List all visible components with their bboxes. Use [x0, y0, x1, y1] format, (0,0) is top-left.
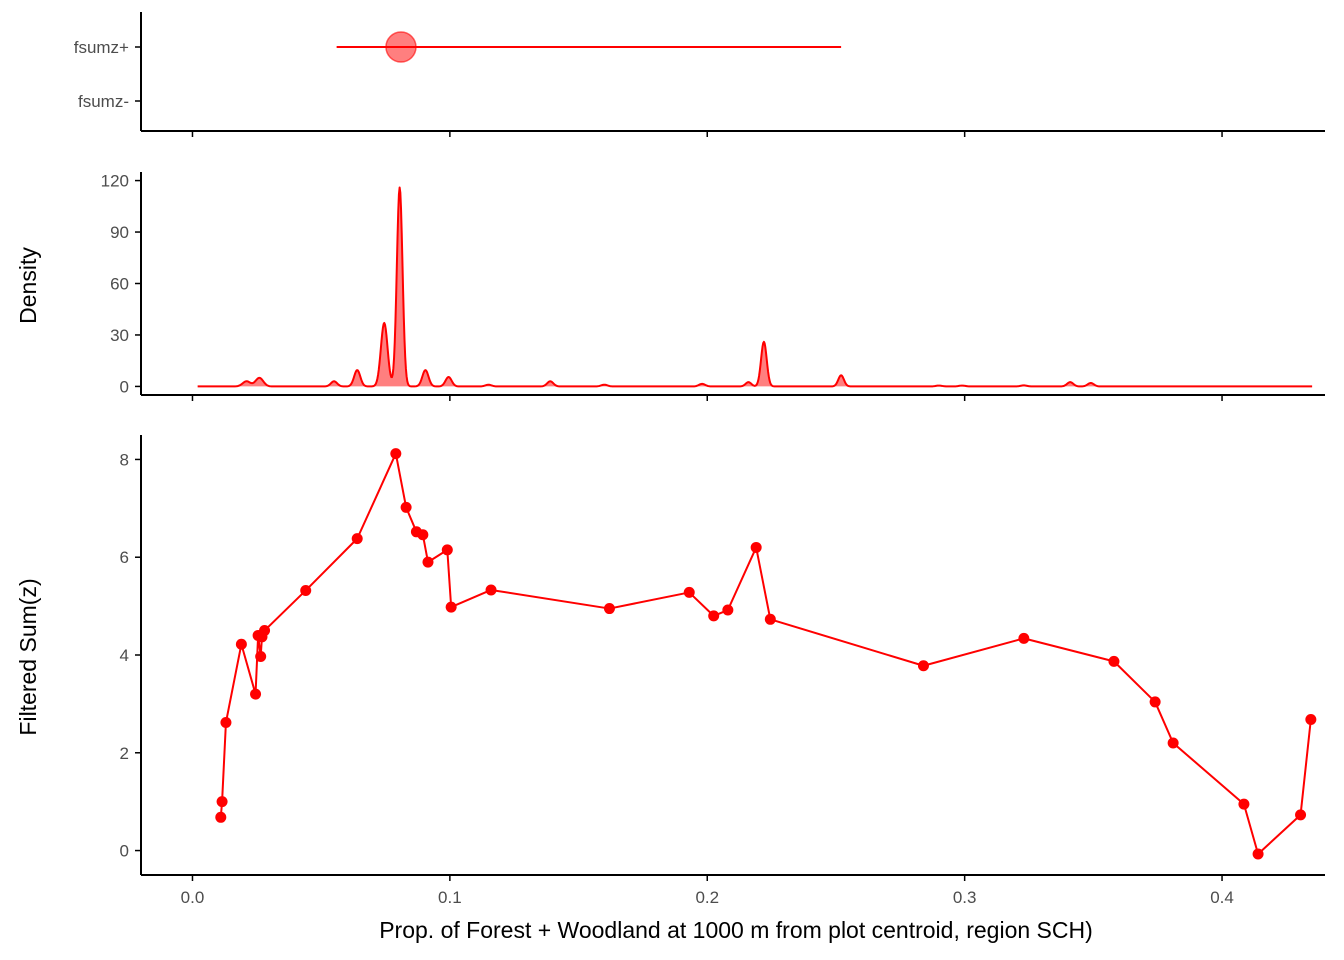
density-area	[197, 187, 1313, 387]
data-point	[1108, 655, 1120, 667]
data-point	[417, 529, 429, 541]
data-point	[764, 613, 776, 625]
top-panel: fsumz+ fsumz-	[74, 12, 1325, 137]
data-point	[1305, 714, 1317, 726]
data-point	[445, 601, 457, 613]
data-point	[917, 660, 929, 672]
x-tick-label: 0.2	[695, 888, 719, 907]
density-y-tick-label: 30	[110, 326, 129, 345]
point-estimate-marker	[385, 31, 417, 63]
data-point	[1295, 809, 1307, 821]
top-y-tick-label: fsumz-	[78, 92, 129, 111]
line-y-tick-label: 4	[120, 646, 129, 665]
data-point	[250, 688, 262, 700]
data-point	[441, 544, 453, 556]
x-tick-label: 0.4	[1210, 888, 1234, 907]
data-point	[485, 584, 497, 596]
data-point	[220, 716, 232, 728]
data-point	[259, 625, 271, 637]
data-point	[215, 811, 227, 823]
data-point	[400, 501, 412, 513]
line-y-tick-label: 8	[120, 450, 129, 469]
top-y-tick-label: fsumz+	[74, 38, 129, 57]
data-point	[1167, 737, 1179, 749]
data-point	[1149, 696, 1161, 708]
data-point	[422, 556, 434, 568]
density-line	[197, 186, 1313, 388]
density-y-tick-label: 0	[120, 377, 129, 396]
data-point	[1252, 848, 1264, 860]
data-point	[235, 638, 247, 650]
line-panel: 0 2 4 6 8 0.0 0.1 0.2 0.3 0.4 Filtered Sum(z)	[15, 435, 1325, 907]
line-y-tick-label: 2	[120, 744, 129, 763]
x-tick-label: 0.3	[953, 888, 977, 907]
line-y-axis-title: Filtered Sum(z)	[15, 578, 41, 735]
data-point	[216, 796, 228, 808]
data-point	[708, 610, 720, 622]
data-point	[390, 448, 402, 460]
line-y-tick-label: 6	[120, 548, 129, 567]
density-y-axis-title: Density	[15, 247, 41, 324]
data-point	[351, 533, 363, 545]
data-point	[1018, 632, 1030, 644]
x-tick-label: 0.1	[438, 888, 462, 907]
density-y-tick-label: 120	[101, 172, 129, 191]
data-point	[603, 603, 615, 615]
data-point	[300, 584, 312, 596]
data-point	[750, 541, 762, 553]
density-y-tick-label: 90	[110, 223, 129, 242]
series-line	[219, 452, 1312, 855]
line-y-tick-label: 0	[120, 842, 129, 861]
data-point	[255, 650, 267, 662]
data-point	[722, 604, 734, 616]
x-tick-label: 0.0	[181, 888, 205, 907]
data-point	[1238, 798, 1250, 810]
density-panel: 0 30 60 90 120 Density	[15, 172, 1325, 401]
x-axis-title: Prop. of Forest + Woodland at 1000 m fro…	[379, 917, 1093, 943]
data-point	[683, 586, 695, 598]
density-y-tick-label: 60	[110, 275, 129, 294]
